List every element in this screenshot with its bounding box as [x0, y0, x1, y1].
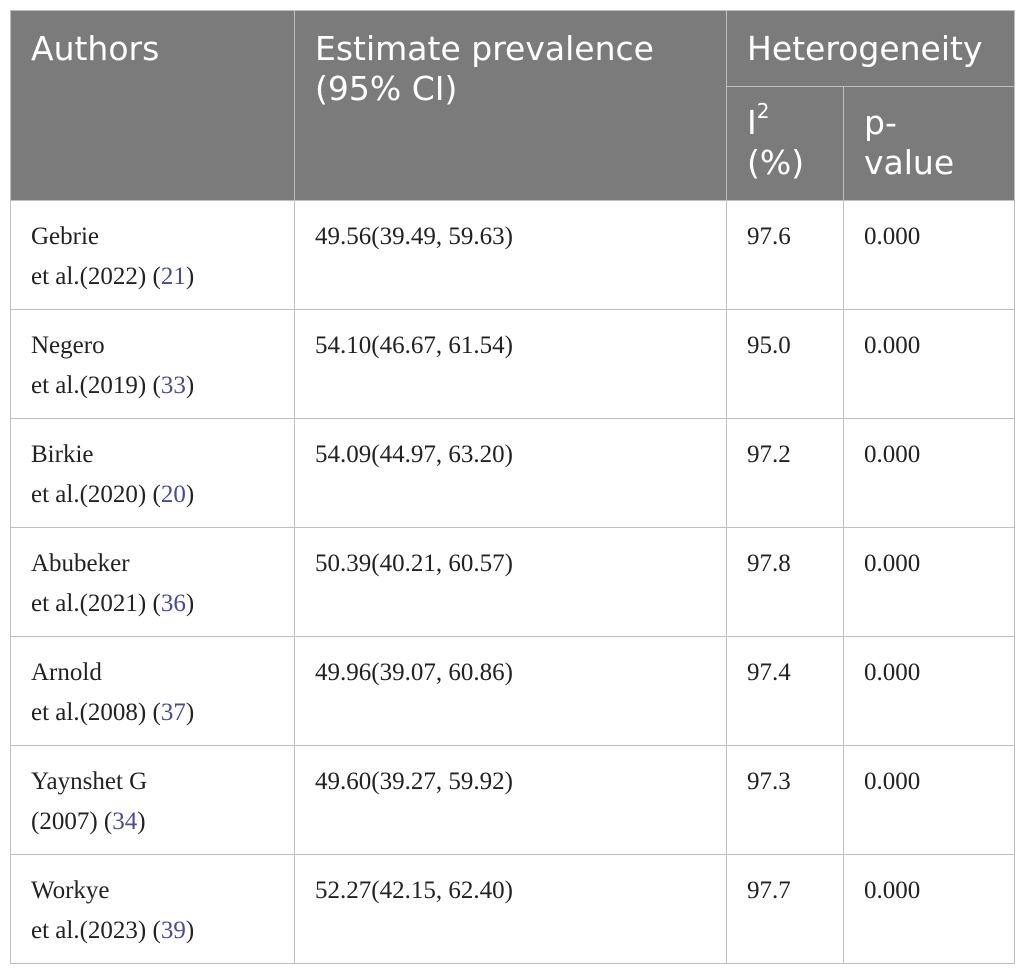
author-year: et al.(2019)	[31, 372, 147, 399]
i2-cell: 97.7	[726, 854, 844, 964]
i2-cell: 97.3	[726, 745, 844, 855]
header-estimate: Estimate prevalence (95% CI)	[294, 10, 727, 201]
table-header: Authors Estimate prevalence (95% CI) Het…	[10, 10, 1015, 201]
estimate-cell: 49.56(39.49, 59.63)	[294, 200, 727, 310]
author-cell: Yaynshet G (2007) (34)	[10, 745, 295, 855]
header-estimate-line2: (95% CI)	[315, 69, 458, 108]
estimate-cell: 49.96(39.07, 60.86)	[294, 636, 727, 746]
header-heterogeneity: Heterogeneity	[726, 10, 1015, 87]
reference-link[interactable]: 39	[160, 917, 186, 944]
header-i2-base: I	[747, 103, 757, 142]
header-pvalue-line2: value	[864, 143, 955, 182]
author-year: (2007)	[31, 808, 98, 835]
table-body: Gebrie et al.(2022) (21) 49.56(39.49, 59…	[10, 200, 1015, 964]
reference-link[interactable]: 21	[160, 263, 186, 290]
table-row: Negero et al.(2019) (33) 54.10(46.67, 61…	[10, 309, 1015, 419]
pvalue-cell: 0.000	[843, 418, 1015, 528]
reference-link[interactable]: 33	[160, 372, 186, 399]
pvalue-cell: 0.000	[843, 745, 1015, 855]
estimate-cell: 52.27(42.15, 62.40)	[294, 854, 727, 964]
i2-cell: 95.0	[726, 309, 844, 419]
i2-cell: 97.6	[726, 200, 844, 310]
header-i2-unit: (%)	[747, 143, 805, 182]
i2-cell: 97.2	[726, 418, 844, 528]
estimate-cell: 54.10(46.67, 61.54)	[294, 309, 727, 419]
author-name: Abubeker	[31, 550, 130, 577]
author-cell: Abubeker et al.(2021) (36)	[10, 527, 295, 637]
reference-link[interactable]: 34	[112, 808, 138, 835]
pvalue-cell: 0.000	[843, 854, 1015, 964]
pvalue-cell: 0.000	[843, 309, 1015, 419]
author-cell: Workye et al.(2023) (39)	[10, 854, 295, 964]
table-row: Gebrie et al.(2022) (21) 49.56(39.49, 59…	[10, 200, 1015, 310]
header-i2: I2 (%)	[726, 86, 844, 201]
author-year: et al.(2023)	[31, 917, 147, 944]
estimate-cell: 49.60(39.27, 59.92)	[294, 745, 727, 855]
author-year: et al.(2021)	[31, 590, 147, 617]
header-heterogeneity-label: Heterogeneity	[747, 29, 983, 68]
estimate-cell: 50.39(40.21, 60.57)	[294, 527, 727, 637]
author-cell: Arnold et al.(2008) (37)	[10, 636, 295, 746]
author-name: Birkie	[31, 441, 94, 468]
author-name: Yaynshet G	[31, 768, 148, 795]
estimate-cell: 54.09(44.97, 63.20)	[294, 418, 727, 528]
table-row: Birkie et al.(2020) (20) 54.09(44.97, 63…	[10, 418, 1015, 528]
reference-link[interactable]: 37	[160, 699, 186, 726]
i2-cell: 97.4	[726, 636, 844, 746]
author-year: et al.(2020)	[31, 481, 147, 508]
heterogeneity-table: Authors Estimate prevalence (95% CI) Het…	[10, 10, 1015, 964]
reference-link[interactable]: 36	[160, 590, 186, 617]
header-pvalue: p- value	[843, 86, 1015, 201]
author-name: Negero	[31, 332, 105, 359]
table-row: Workye et al.(2023) (39) 52.27(42.15, 62…	[10, 854, 1015, 964]
header-estimate-line1: Estimate prevalence	[315, 29, 654, 68]
author-year: et al.(2022)	[31, 263, 147, 290]
reference-link[interactable]: 20	[160, 481, 186, 508]
author-cell: Negero et al.(2019) (33)	[10, 309, 295, 419]
pvalue-cell: 0.000	[843, 636, 1015, 746]
pvalue-cell: 0.000	[843, 527, 1015, 637]
author-year: et al.(2008)	[31, 699, 147, 726]
table-row: Yaynshet G (2007) (34) 49.60(39.27, 59.9…	[10, 745, 1015, 855]
author-cell: Gebrie et al.(2022) (21)	[10, 200, 295, 310]
i2-cell: 97.8	[726, 527, 844, 637]
author-name: Arnold	[31, 659, 102, 686]
table-row: Arnold et al.(2008) (37) 49.96(39.07, 60…	[10, 636, 1015, 746]
pvalue-cell: 0.000	[843, 200, 1015, 310]
header-i2-sup: 2	[756, 99, 770, 123]
header-authors: Authors	[10, 10, 295, 201]
table-row: Abubeker et al.(2021) (36) 50.39(40.21, …	[10, 527, 1015, 637]
author-cell: Birkie et al.(2020) (20)	[10, 418, 295, 528]
header-pvalue-line1: p-	[864, 103, 897, 142]
header-authors-label: Authors	[31, 29, 160, 68]
author-name: Gebrie	[31, 223, 100, 250]
author-name: Workye	[31, 877, 110, 904]
